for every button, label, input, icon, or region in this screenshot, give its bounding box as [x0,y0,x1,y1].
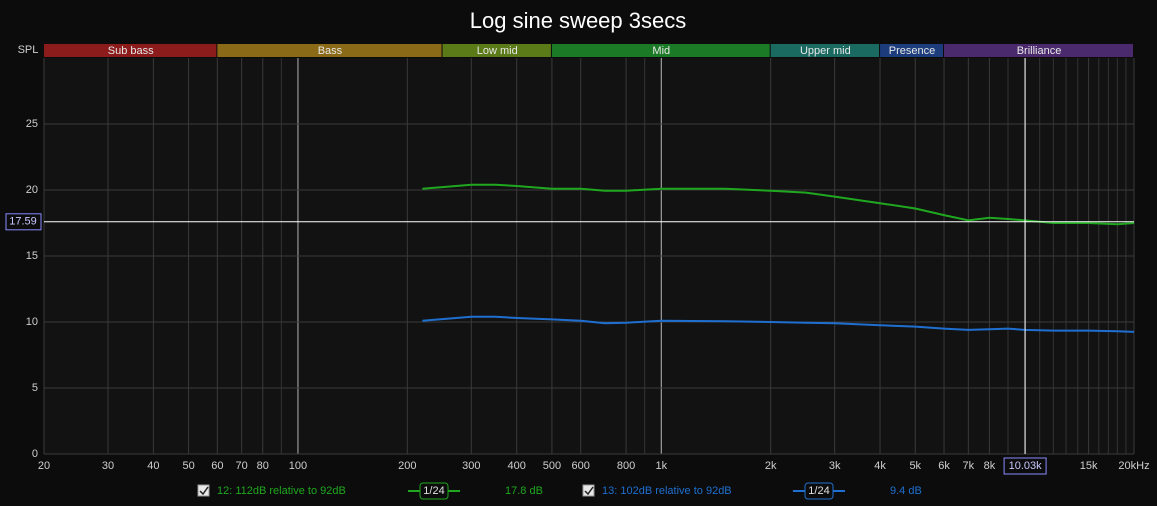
band [551,44,770,57]
x-tick-label: 100 [289,460,307,472]
band-label: Bass [318,45,343,57]
x-tick-label: 15k [1080,460,1098,472]
x-tick-label: 1k [655,460,667,472]
band [217,44,442,57]
y-tick-label: 15 [26,250,38,262]
legend-name: 12: 112dB relative to 92dB [217,485,346,497]
y-axis-label: SPL [18,44,39,56]
x-tick-label: 7k [963,460,975,472]
legend-name: 13: 102dB relative to 92dB [602,485,732,497]
y-tick-label: 5 [32,382,38,394]
x-tick-label: 600 [572,460,590,472]
x-tick-label: 800 [617,460,635,472]
band-label: Presence [889,45,935,57]
x-tick-label: 4k [874,460,886,472]
band [44,44,217,57]
y-tick-label: 20 [26,184,38,196]
legend-smoothing-box[interactable] [804,482,834,500]
x-tick-label: 200 [398,460,416,472]
x-tick-label: 400 [508,460,526,472]
cursor-y-box [5,213,42,231]
band [880,44,944,57]
legend-readout: 17.8 dB [505,485,543,497]
cursor-x-box [1003,457,1047,475]
band [944,44,1133,57]
x-tick-label: 8k [984,460,996,472]
x-tick-label: 2k [765,460,777,472]
band [770,44,880,57]
x-tick-label: 50 [182,460,194,472]
y-tick-label: 10 [26,316,38,328]
x-tick-label: 5k [909,460,921,472]
band-label: Mid [652,45,670,57]
legend-smoothing: 1/24 [808,485,829,497]
band-label: Sub bass [108,45,154,57]
band-label: Upper mid [800,45,851,57]
y-tick-label: 25 [26,118,38,130]
x-tick-label: 60 [211,460,223,472]
x-tick-label: 20kHz [1118,460,1149,472]
legend-readout: 9.4 dB [890,485,922,497]
x-tick-label: 80 [257,460,269,472]
cursor-x-label: 10.03k [1009,460,1043,472]
chart-title: Log sine sweep 3secs [470,8,686,33]
x-tick-label: 30 [102,460,114,472]
x-tick-label: 6k [938,460,950,472]
legend-check [199,486,209,496]
band-label: Brilliance [1017,45,1062,57]
band-label: Low mid [477,45,518,57]
band [442,44,551,57]
legend-checkbox[interactable] [582,484,595,497]
series-line [422,315,1135,333]
legend-check [584,486,594,496]
y-tick-label: 0 [32,448,38,460]
x-tick-label: 500 [543,460,561,472]
x-tick-label: 40 [147,460,159,472]
legend-checkbox[interactable] [197,484,210,497]
x-tick-label: 300 [462,460,480,472]
series-line [422,183,1135,226]
legend-smoothing: 1/24 [423,485,444,497]
x-tick-label: 70 [236,460,248,472]
cursor-y-label: 17.59 [9,216,37,228]
x-tick-label: 20 [38,460,50,472]
legend-smoothing-box[interactable] [419,482,449,500]
x-tick-label: 3k [829,460,841,472]
